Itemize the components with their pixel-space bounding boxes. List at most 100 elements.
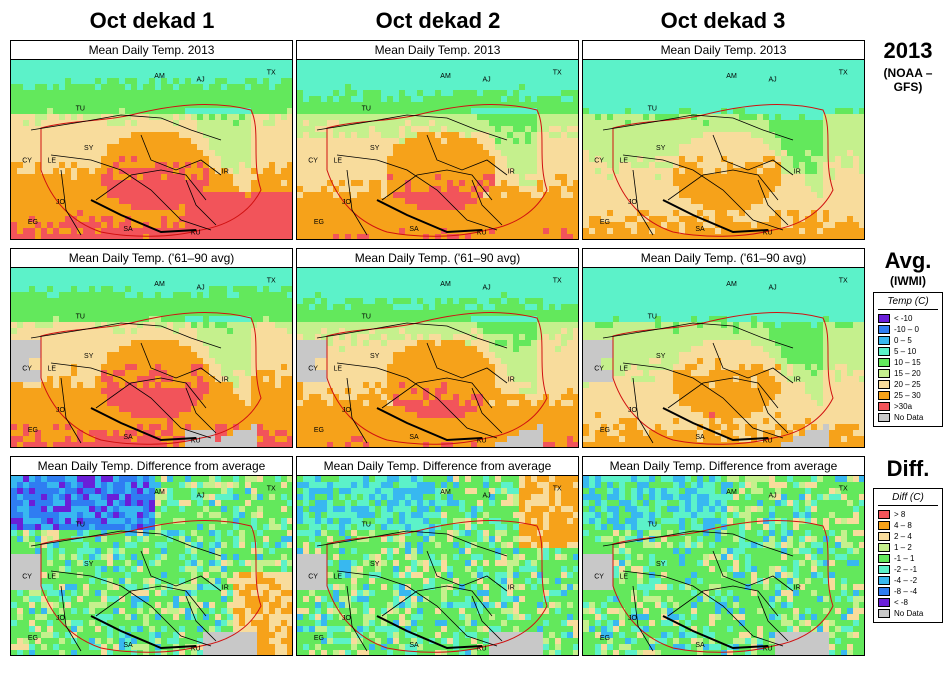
grid-cell: [209, 274, 216, 281]
grid-cell: [309, 138, 316, 145]
grid-cell: [227, 150, 234, 157]
grid-cell: [655, 78, 662, 85]
grid-cell: [543, 180, 550, 187]
grid-cell: [829, 174, 836, 181]
grid-cell: [221, 274, 228, 281]
grid-cell: [369, 174, 376, 181]
grid-cell: [799, 120, 806, 127]
grid-cell: [303, 60, 310, 67]
grid-cell: [697, 192, 704, 199]
grid-cell: [17, 216, 24, 223]
grid-cell: [393, 60, 400, 67]
grid-cell: [315, 234, 322, 239]
grid-cell: [573, 90, 578, 97]
grid-cell: [83, 304, 90, 311]
grid-cell: [513, 192, 520, 199]
grid-cell: [77, 150, 84, 157]
grid-cell: [859, 108, 864, 115]
grid-cell: [859, 78, 864, 85]
grid-cell: [589, 162, 596, 169]
grid-cell: [351, 168, 358, 175]
grid-cell: [47, 168, 54, 175]
grid-cell: [381, 102, 388, 109]
grid-cell: [29, 334, 36, 341]
grid-cell: [185, 60, 192, 67]
grid-cell: [197, 268, 204, 275]
grid-cell: [375, 144, 382, 151]
grid-cell: [721, 66, 728, 73]
grid-cell: [71, 144, 78, 151]
grid-cell: [71, 84, 78, 91]
grid-cell: [829, 162, 836, 169]
grid-cell: [41, 274, 48, 281]
grid-cell: [71, 310, 78, 317]
grid-cell: [29, 228, 36, 235]
grid-cell: [673, 210, 680, 217]
grid-cell: [95, 108, 102, 115]
grid-cell: [11, 216, 18, 223]
grid-cell: [691, 78, 698, 85]
grid-cell: [745, 210, 752, 217]
grid-cell: [399, 60, 406, 67]
grid-cell: [435, 144, 442, 151]
grid-cell: [309, 162, 316, 169]
grid-cell: [489, 78, 496, 85]
grid-cell: [459, 108, 466, 115]
grid-cell: [59, 138, 66, 145]
grid-cell: [297, 66, 304, 73]
grid-cell: [303, 90, 310, 97]
grid-cell: [561, 72, 568, 79]
grid-cell: [303, 180, 310, 187]
grid-cell: [83, 228, 90, 235]
grid-cell: [489, 96, 496, 103]
grid-cell: [661, 84, 668, 91]
grid-cell: [77, 210, 84, 217]
grid-cell: [453, 168, 460, 175]
grid-cell: [859, 156, 864, 163]
grid-cell: [333, 132, 340, 139]
grid-cell: [859, 210, 864, 217]
grid-cell: [613, 78, 620, 85]
grid-cell: [215, 138, 222, 145]
map-panel: Mean Daily Temp. 2013 AM AJ TX TU CY SY LE IR JO E…: [582, 40, 865, 240]
grid-cell: [161, 274, 168, 281]
grid-cell: [203, 346, 210, 353]
grid-cell: [275, 334, 282, 341]
grid-cell: [275, 286, 282, 293]
grid-cell: [363, 66, 370, 73]
grid-cell: [573, 108, 578, 115]
grid-cell: [101, 108, 108, 115]
grid-cell: [703, 228, 710, 235]
country-border: [185, 179, 217, 226]
grid-cell: [173, 102, 180, 109]
grid-cell: [23, 90, 30, 97]
grid-cell: [287, 102, 292, 109]
grid-cell: [155, 138, 162, 145]
grid-cell: [321, 108, 328, 115]
grid-cell: [531, 150, 538, 157]
country-label: SY: [84, 145, 94, 152]
grid-cell: [47, 102, 54, 109]
grid-cell: [173, 162, 180, 169]
grid-cell: [613, 132, 620, 139]
grid-cell: [441, 120, 448, 127]
grid-cell: [215, 72, 222, 79]
grid-cell: [17, 292, 24, 299]
grid-cell: [215, 192, 222, 199]
grid-cell: [525, 162, 532, 169]
grid-cell: [95, 126, 102, 133]
grid-cell: [281, 234, 288, 239]
grid-cell: [679, 162, 686, 169]
grid-cell: [179, 304, 186, 311]
grid-cell: [53, 66, 60, 73]
grid-cell: [649, 210, 656, 217]
grid-cell: [155, 268, 162, 275]
grid-cell: [287, 192, 292, 199]
grid-cell: [399, 84, 406, 91]
grid-cell: [89, 298, 96, 305]
grid-cell: [357, 216, 364, 223]
grid-cell: [847, 78, 854, 85]
country-border: [622, 154, 784, 231]
grid-cell: [275, 78, 282, 85]
grid-cell: [501, 120, 508, 127]
